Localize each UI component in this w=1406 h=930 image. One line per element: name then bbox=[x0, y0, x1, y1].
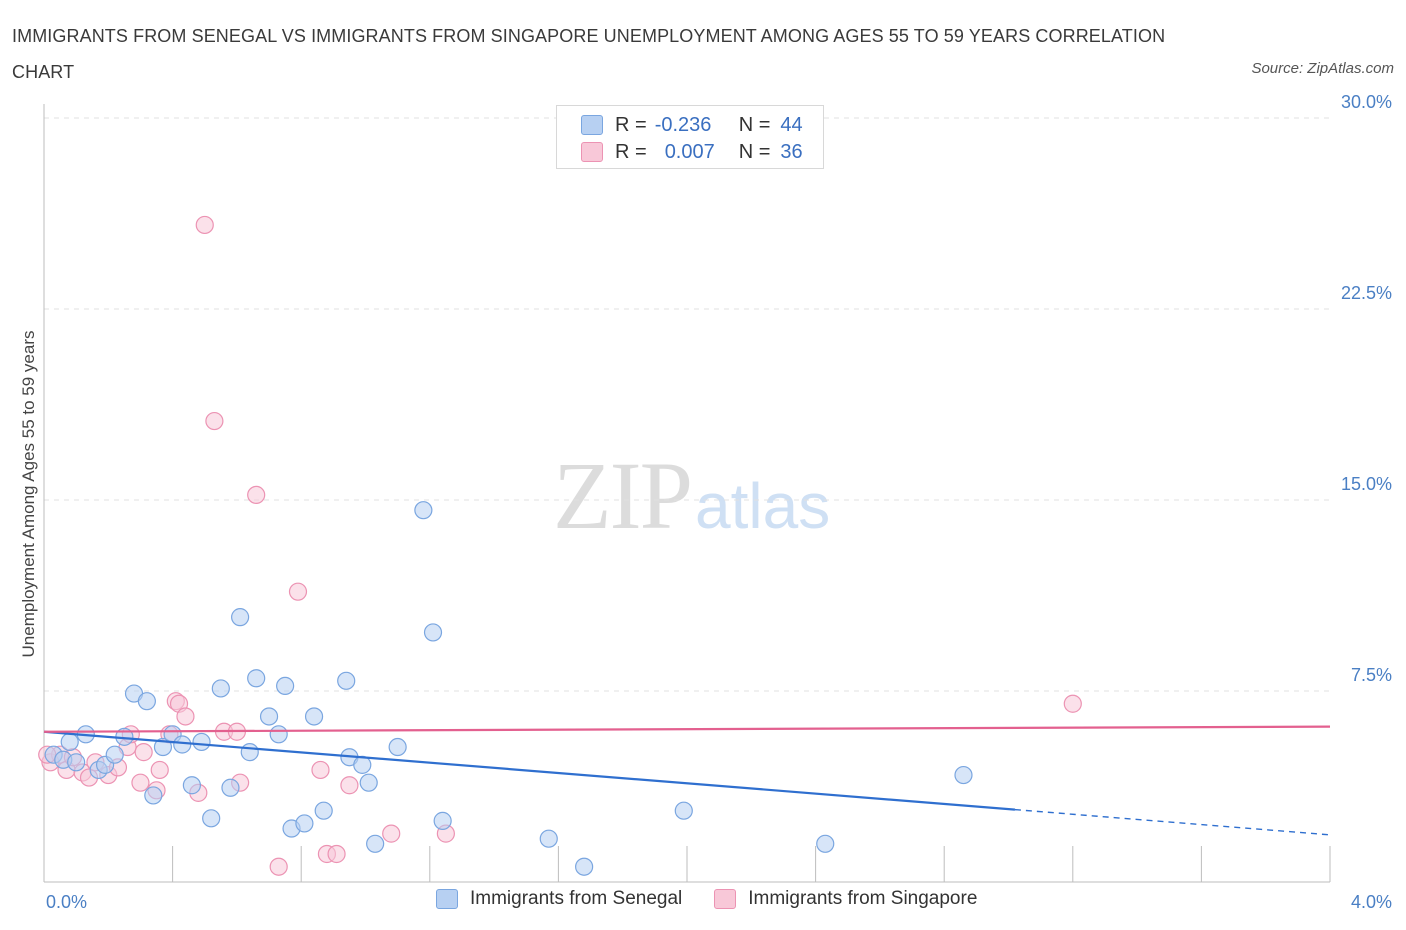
legend-item-senegal[interactable]: Immigrants from Senegal bbox=[436, 888, 682, 910]
data-point-singapore bbox=[269, 857, 288, 876]
legend-n-value-singapore: 36 bbox=[780, 140, 803, 163]
grid-lines bbox=[44, 117, 1330, 692]
legend-item-singapore[interactable]: Immigrants from Singapore bbox=[714, 888, 977, 910]
trend-line-senegal-extrapolated bbox=[1014, 808, 1331, 836]
legend-n-value-senegal: 44 bbox=[780, 113, 803, 136]
data-point-singapore bbox=[340, 776, 359, 795]
watermark: ZIPatlas bbox=[553, 440, 830, 551]
y-tick-label: 15.0% bbox=[1341, 474, 1392, 494]
data-point-senegal bbox=[153, 737, 173, 757]
data-point-singapore bbox=[247, 485, 266, 505]
trend-lines bbox=[43, 725, 1331, 836]
y-tick-label: 22.5% bbox=[1341, 283, 1392, 303]
data-point-senegal bbox=[182, 776, 201, 795]
data-point-singapore bbox=[176, 707, 195, 726]
legend-swatch-senegal bbox=[436, 889, 458, 909]
data-point-senegal bbox=[366, 834, 385, 853]
data-point-senegal bbox=[192, 732, 211, 752]
data-point-senegal bbox=[359, 773, 378, 792]
y-tick-labels: 7.5% 15.0% 22.5% 30.0% bbox=[1341, 92, 1392, 685]
y-axis-label: Unemployment Among Ages 55 to 59 years bbox=[19, 331, 38, 658]
data-point-senegal bbox=[231, 608, 250, 627]
data-point-senegal bbox=[295, 814, 314, 833]
data-point-senegal bbox=[259, 707, 279, 726]
legend-r-value-singapore: 0.007 bbox=[664, 140, 715, 163]
data-point-senegal bbox=[105, 745, 124, 764]
legend-row-singapore: R = 0.007 N = 36 bbox=[581, 139, 803, 165]
legend-r-value-senegal: -0.236 bbox=[654, 113, 712, 136]
chart-title: IMMIGRANTS FROM SENEGAL VS IMMIGRANTS FR… bbox=[12, 26, 1166, 82]
data-point-senegal bbox=[202, 809, 221, 828]
data-point-singapore bbox=[195, 215, 214, 235]
trend-line-singapore bbox=[43, 725, 1331, 733]
x-tick-labels: 0.0% 4.0% bbox=[46, 892, 1392, 912]
data-point-senegal bbox=[539, 829, 558, 848]
data-point-senegal bbox=[247, 669, 266, 688]
legend-label-senegal: Immigrants from Senegal bbox=[470, 888, 683, 909]
data-point-senegal bbox=[240, 743, 259, 762]
legend-r-label: R = bbox=[615, 140, 647, 163]
data-point-senegal bbox=[337, 671, 356, 690]
data-point-senegal bbox=[314, 801, 333, 820]
watermark-zip: ZIP bbox=[553, 442, 693, 549]
legend-n-label: N = bbox=[738, 113, 771, 136]
trend-line-senegal bbox=[43, 730, 1016, 811]
legend-swatch-singapore bbox=[714, 889, 737, 909]
legend-swatch-singapore bbox=[581, 142, 603, 162]
data-point-singapore bbox=[150, 760, 169, 780]
axes bbox=[43, 104, 1330, 883]
data-point-singapore bbox=[327, 844, 346, 864]
data-point-singapore bbox=[205, 411, 224, 431]
data-point-senegal bbox=[67, 753, 86, 772]
data-point-senegal bbox=[211, 679, 230, 698]
legend-label-singapore: Immigrants from Singapore bbox=[748, 888, 978, 909]
data-point-senegal bbox=[173, 735, 192, 754]
data-point-singapore bbox=[311, 760, 330, 780]
x-tick-label: 4.0% bbox=[1351, 892, 1392, 912]
data-point-senegal bbox=[144, 786, 163, 805]
data-point-singapore bbox=[1063, 694, 1082, 713]
data-point-senegal bbox=[276, 676, 295, 696]
data-point-senegal bbox=[954, 765, 973, 785]
data-point-senegal bbox=[137, 692, 156, 711]
series-singapore-points bbox=[38, 215, 1082, 876]
data-point-senegal bbox=[816, 834, 835, 853]
data-point-senegal bbox=[60, 732, 79, 752]
legend-r-label: R = bbox=[615, 113, 647, 136]
series-senegal-points bbox=[44, 501, 973, 876]
legend-swatch-senegal bbox=[581, 115, 603, 135]
data-point-senegal bbox=[423, 623, 443, 642]
data-point-senegal bbox=[674, 801, 693, 820]
series-legend: Immigrants from Senegal Immigrants from … bbox=[436, 888, 1009, 910]
legend-row-senegal: R = -0.236 N = 44 bbox=[581, 112, 803, 138]
chart-source: Source: ZipAtlas.com bbox=[1251, 60, 1394, 77]
data-point-senegal bbox=[433, 811, 452, 830]
data-point-senegal bbox=[388, 737, 407, 757]
legend-n-label: N = bbox=[738, 140, 771, 163]
data-point-senegal bbox=[575, 857, 594, 876]
data-point-senegal bbox=[269, 725, 288, 744]
data-point-singapore bbox=[382, 824, 401, 843]
data-point-singapore bbox=[131, 773, 150, 792]
y-tick-label: 30.0% bbox=[1341, 92, 1392, 112]
data-point-singapore bbox=[288, 582, 308, 601]
correlation-legend: R = -0.236 N = 44 R = 0.007 N = 36 bbox=[556, 105, 824, 169]
x-ticks bbox=[172, 846, 1331, 882]
data-point-singapore bbox=[134, 743, 153, 762]
x-tick-label: 0.0% bbox=[46, 892, 87, 912]
data-point-senegal bbox=[221, 778, 240, 797]
watermark-atlas: atlas bbox=[695, 470, 831, 542]
data-point-senegal bbox=[414, 501, 433, 520]
data-point-senegal bbox=[353, 755, 372, 774]
y-tick-label: 7.5% bbox=[1351, 665, 1392, 685]
data-point-senegal bbox=[304, 707, 324, 726]
